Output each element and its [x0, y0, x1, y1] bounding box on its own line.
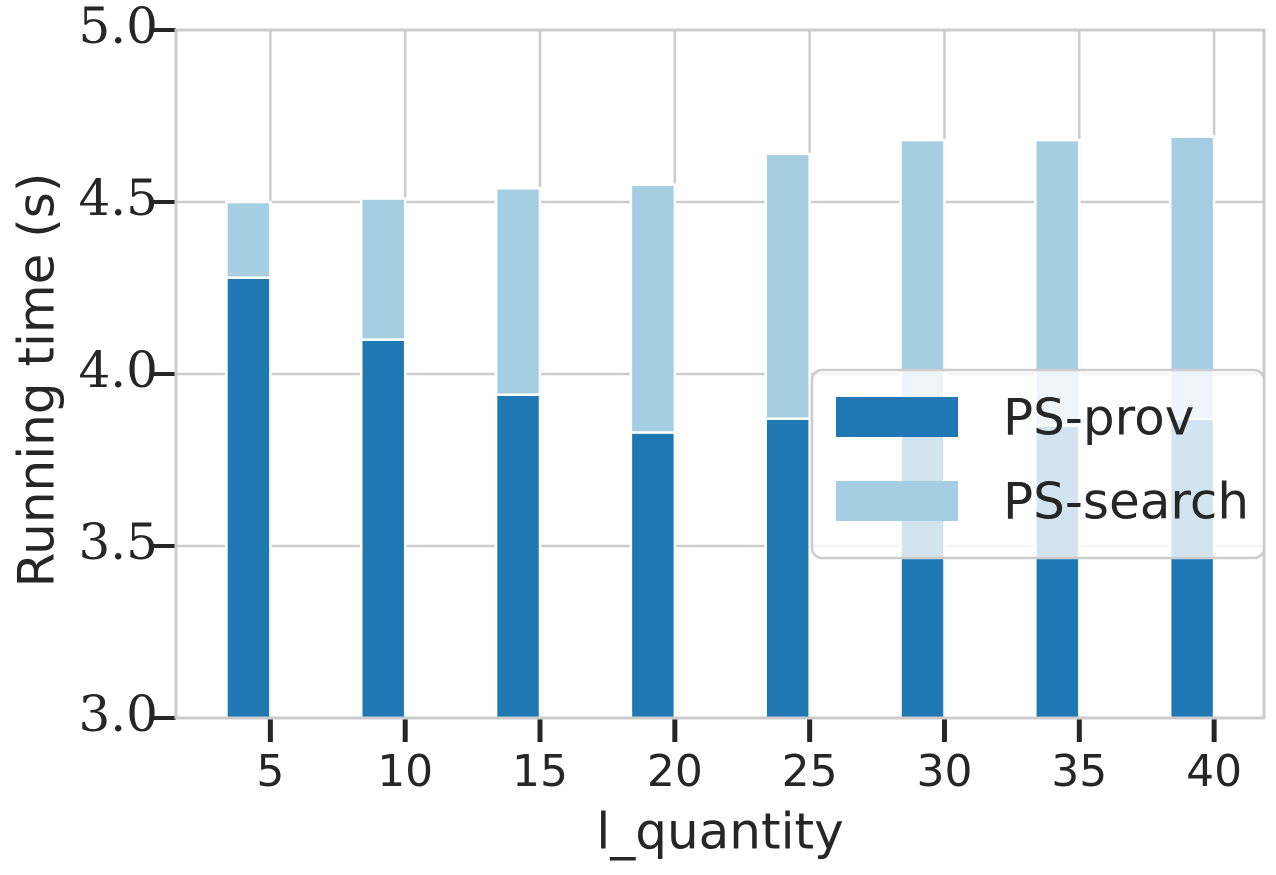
bar [764, 152, 811, 420]
x-tick-label: 35 [1051, 746, 1107, 797]
x-tick-label: 40 [1186, 746, 1242, 797]
x-tick-label: 5 [256, 746, 284, 797]
x-tick-label: 15 [512, 746, 568, 797]
y-tick-label: 4.5 [78, 169, 158, 227]
bar [764, 417, 811, 720]
bar [494, 393, 542, 720]
y-axis-label: Running time (s) [8, 173, 66, 588]
x-tick-label: 20 [647, 746, 703, 797]
y-tick-label: 4.0 [78, 341, 158, 399]
bar [494, 186, 542, 396]
plot-frame [174, 28, 1266, 720]
y-tick-label: 3.0 [78, 685, 158, 743]
legend-label: PS-search [1003, 473, 1249, 531]
legend-swatch [836, 397, 958, 437]
bar [225, 276, 272, 720]
x-tick-label: 30 [916, 746, 972, 797]
legend-swatch [836, 481, 958, 521]
bar [359, 338, 407, 720]
x-axis-label: l_quantity [596, 803, 843, 861]
bar [225, 200, 272, 279]
bar [629, 431, 677, 720]
y-tick-label: 5.0 [78, 0, 158, 55]
bar [359, 197, 407, 341]
x-tick-label: 10 [377, 746, 433, 797]
legend-label: PS-prov [1003, 389, 1194, 447]
x-tick-label: 25 [782, 746, 838, 797]
y-tick-label: 3.5 [78, 513, 158, 571]
bar [629, 183, 677, 434]
